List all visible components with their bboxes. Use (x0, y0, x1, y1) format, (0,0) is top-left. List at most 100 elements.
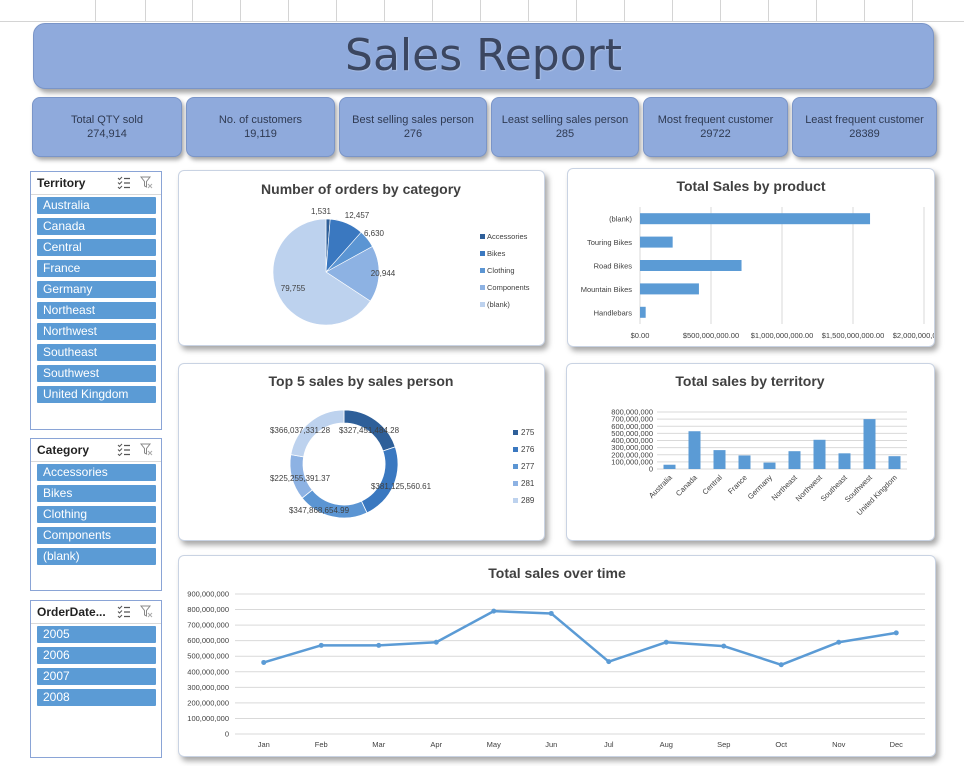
x-tick-label: $0.00 (631, 331, 650, 340)
slicer-item-blank[interactable]: (blank) (37, 548, 156, 565)
slicer-item-northeast[interactable]: Northeast (37, 302, 156, 319)
clear-filter-icon[interactable] (140, 443, 153, 456)
sales-over-time-chart: Total sales over time 0 100,000,000 200,00… (187, 565, 925, 749)
legend-label: (blank) (487, 300, 510, 309)
multi-select-icon[interactable] (117, 605, 131, 618)
legend-swatch (480, 285, 485, 290)
x-tick-label: Canada (674, 472, 700, 498)
legend-label: 289 (521, 496, 535, 505)
data-point (721, 643, 727, 649)
kpi-label: Most frequent customer (657, 114, 774, 126)
sales-by-product-card[interactable]: Total Sales by product $0.00 $500,000,000… (567, 168, 935, 347)
legend-label: Bikes (487, 249, 506, 258)
kpi-value: 29722 (700, 128, 731, 140)
kpi-most-frequent-customer: Most frequent customer 29722 (643, 97, 788, 157)
x-tick-label: Oct (775, 740, 788, 749)
kpi-value: 276 (403, 128, 423, 140)
slicer-item-southwest[interactable]: Southwest (37, 365, 156, 382)
bar (640, 306, 646, 318)
y-tick-label: 800,000,000 (187, 605, 229, 614)
sales-by-territory-chart: Total sales by territory 0100,000,000200… (611, 373, 907, 517)
chart-title: Total sales over time (488, 565, 626, 581)
data-point (778, 662, 784, 668)
x-tick-label: Jan (258, 740, 270, 749)
slicer-item-clothing[interactable]: Clothing (37, 506, 156, 523)
chart-title: Total sales by territory (675, 373, 824, 389)
kpi-label: Total QTY sold (71, 114, 143, 126)
slicer-item-2006[interactable]: 2006 (37, 647, 156, 664)
bar (888, 456, 901, 469)
y-tick-label: 0 (225, 730, 229, 739)
territory-slicer: Territory Australia Canada Central Franc… (30, 171, 162, 430)
legend-swatch (513, 430, 518, 435)
legend-label: 276 (521, 445, 535, 454)
y-tick-label: 500,000,000 (187, 652, 229, 661)
x-tick-label: Feb (315, 740, 328, 749)
bar (640, 213, 871, 225)
report-title: Sales Report (345, 30, 622, 81)
category-slicer: Category Accessories Bikes Clothing Comp… (30, 438, 162, 591)
slicer-item-bikes[interactable]: Bikes (37, 485, 156, 502)
slicer-item-2008[interactable]: 2008 (37, 689, 156, 706)
slicer-item-united-kingdom[interactable]: United Kingdom (37, 386, 156, 403)
chart-title: Number of orders by category (261, 181, 461, 197)
slicer-header: Territory (31, 172, 161, 195)
kpi-label: Least frequent customer (805, 114, 924, 126)
y-tick-label: 0 (649, 465, 653, 474)
y-tick-label: 300,000,000 (611, 443, 653, 452)
legend-swatch (513, 498, 518, 503)
legend-swatch (480, 234, 485, 239)
legend-swatch (513, 481, 518, 486)
doughnut-slice (290, 409, 345, 458)
orders-by-category-card[interactable]: Number of orders by category 1,531 12,457… (178, 170, 545, 346)
clear-filter-icon[interactable] (140, 605, 153, 618)
series-line (263, 609, 897, 667)
multi-select-icon[interactable] (117, 443, 131, 456)
multi-select-icon[interactable] (117, 176, 131, 189)
x-tick-label: France (726, 473, 749, 496)
kpi-value: 28389 (849, 128, 880, 140)
x-tick-label: Mar (372, 740, 385, 749)
slicer-title: Territory (37, 176, 86, 190)
slicer-item-northwest[interactable]: Northwest (37, 323, 156, 340)
y-tick-label: 500,000,000 (611, 429, 653, 438)
top5-salesperson-chart: Top 5 sales by sales person $327,451,484… (269, 373, 535, 519)
top5-salesperson-card[interactable]: Top 5 sales by sales person $327,451,484… (178, 363, 545, 541)
kpi-label: No. of customers (218, 114, 303, 126)
slicer-item-france[interactable]: France (37, 260, 156, 277)
data-point (491, 608, 497, 614)
data-label: $366,037,331.28 (270, 426, 331, 435)
pie-slice (272, 218, 371, 326)
slicer-item-germany[interactable]: Germany (37, 281, 156, 298)
kpi-least-frequent-customer: Least frequent customer 28389 (792, 97, 937, 157)
slicer-item-accessories[interactable]: Accessories (37, 464, 156, 481)
report-title-banner: Sales Report (33, 23, 934, 89)
slicer-item-canada[interactable]: Canada (37, 218, 156, 235)
legend-swatch (480, 302, 485, 307)
slicer-item-central[interactable]: Central (37, 239, 156, 256)
y-tick-label: 900,000,000 (187, 590, 229, 599)
data-label: $381,125,560.61 (371, 482, 432, 491)
y-tick-label: 700,000,000 (611, 415, 653, 424)
data-label: 12,457 (345, 211, 370, 220)
kpi-least-salesperson: Least selling sales person 285 (491, 97, 639, 157)
data-point (433, 639, 439, 645)
x-tick-label: Jul (604, 740, 614, 749)
y-tick-label: 800,000,000 (611, 408, 653, 417)
slicer-item-southeast[interactable]: Southeast (37, 344, 156, 361)
y-tick-label: Road Bikes (594, 262, 633, 271)
x-tick-label: $1,500,000,000.00 (822, 331, 885, 340)
kpi-label: Best selling sales person (352, 114, 474, 126)
slicer-item-2007[interactable]: 2007 (37, 668, 156, 685)
slicer-item-components[interactable]: Components (37, 527, 156, 544)
y-tick-label: Mountain Bikes (581, 285, 633, 294)
clear-filter-icon[interactable] (140, 176, 153, 189)
data-point (663, 639, 669, 645)
sales-by-territory-card[interactable]: Total sales by territory 0 100,000,000 200… (566, 363, 935, 541)
sales-over-time-card[interactable]: Total sales over time 0 100,000,000 200,00… (178, 555, 936, 757)
slicer-item-2005[interactable]: 2005 (37, 626, 156, 643)
slicer-item-australia[interactable]: Australia (37, 197, 156, 214)
kpi-value: 285 (555, 128, 575, 140)
legend-label: Clothing (487, 266, 515, 275)
data-label: $225,255,391.37 (270, 474, 331, 483)
